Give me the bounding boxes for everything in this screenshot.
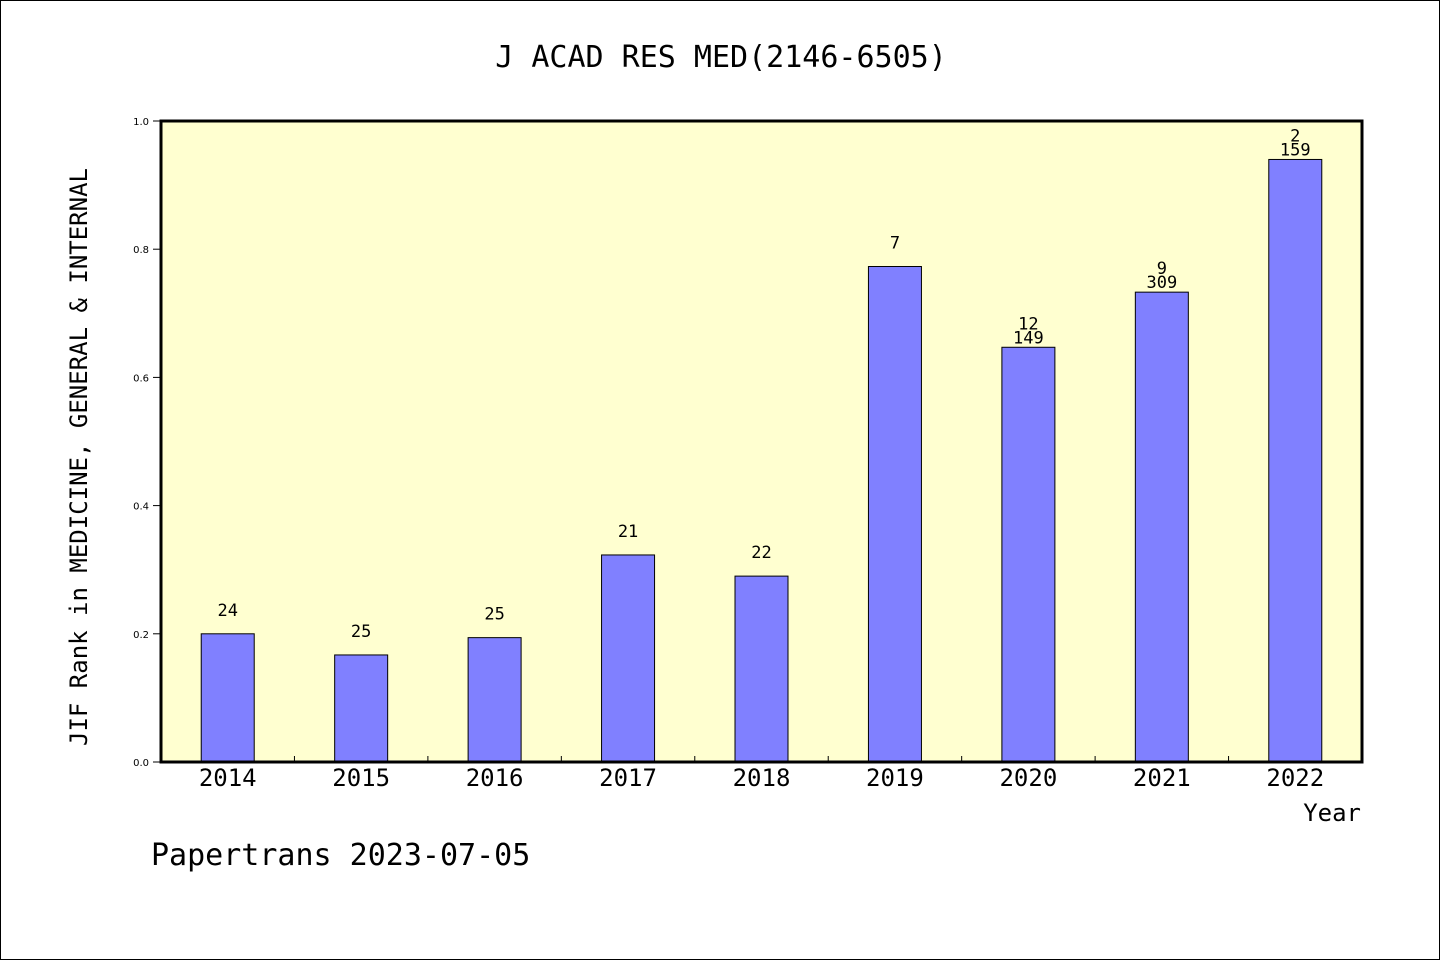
y-axis-label: JIF Rank in MEDICINE, GENERAL & INTERNAL	[65, 168, 93, 746]
bar-2016	[467, 637, 522, 763]
bar-label-2020-1: 12	[1018, 314, 1038, 334]
bar-label-2019: 7	[890, 234, 900, 254]
y-tick-label-0.2: 0.2	[133, 630, 149, 641]
plot-frame	[159, 119, 1364, 764]
x-tick-label-2019: 2019	[866, 764, 924, 792]
y-tick-label-0.8: 0.8	[133, 245, 149, 256]
bar-2014	[200, 633, 255, 763]
bar-label-2021-1: 9	[1157, 259, 1167, 279]
footer-credit: Papertrans 2023-07-05	[151, 838, 530, 873]
x-tick-label-2016: 2016	[466, 764, 524, 792]
bar-2017	[601, 554, 656, 763]
bar-2020	[1001, 346, 1056, 763]
bar-label-2014: 24	[217, 601, 237, 621]
bar-label-2015: 25	[351, 622, 371, 642]
x-tick-label-2022: 2022	[1266, 764, 1324, 792]
bar-2018	[734, 575, 789, 763]
chart-title: J ACAD RES MED(2146-6505)	[495, 40, 947, 75]
x-axis-label: Year	[1303, 799, 1361, 827]
y-tick-label-0.6: 0.6	[133, 373, 149, 384]
bar-label-2021-2: 309	[1146, 273, 1177, 293]
y-tick-label-0.0: 0.0	[133, 758, 149, 769]
bar-label-2017: 21	[618, 522, 638, 542]
bar-2021	[1134, 291, 1189, 763]
x-tick-label-2015: 2015	[332, 764, 390, 792]
bar-label-2016: 25	[484, 605, 504, 625]
x-tick-label-2017: 2017	[599, 764, 657, 792]
bar-2015	[334, 654, 389, 763]
x-tick-label-2018: 2018	[733, 764, 791, 792]
x-tick-label-2021: 2021	[1133, 764, 1191, 792]
bar-label-2022-2: 159	[1280, 140, 1311, 160]
bar-2019	[867, 266, 922, 763]
y-tick-label-0.4: 0.4	[133, 502, 149, 513]
bar-label-2022-1: 2	[1290, 126, 1300, 146]
bar-2022	[1268, 158, 1323, 763]
bar-label-2018: 22	[751, 543, 771, 563]
y-tick-label-1.0: 1.0	[133, 117, 149, 128]
bar-label-2020-2: 149	[1013, 328, 1044, 348]
x-tick-label-2020: 2020	[999, 764, 1057, 792]
x-tick-label-2014: 2014	[199, 764, 257, 792]
